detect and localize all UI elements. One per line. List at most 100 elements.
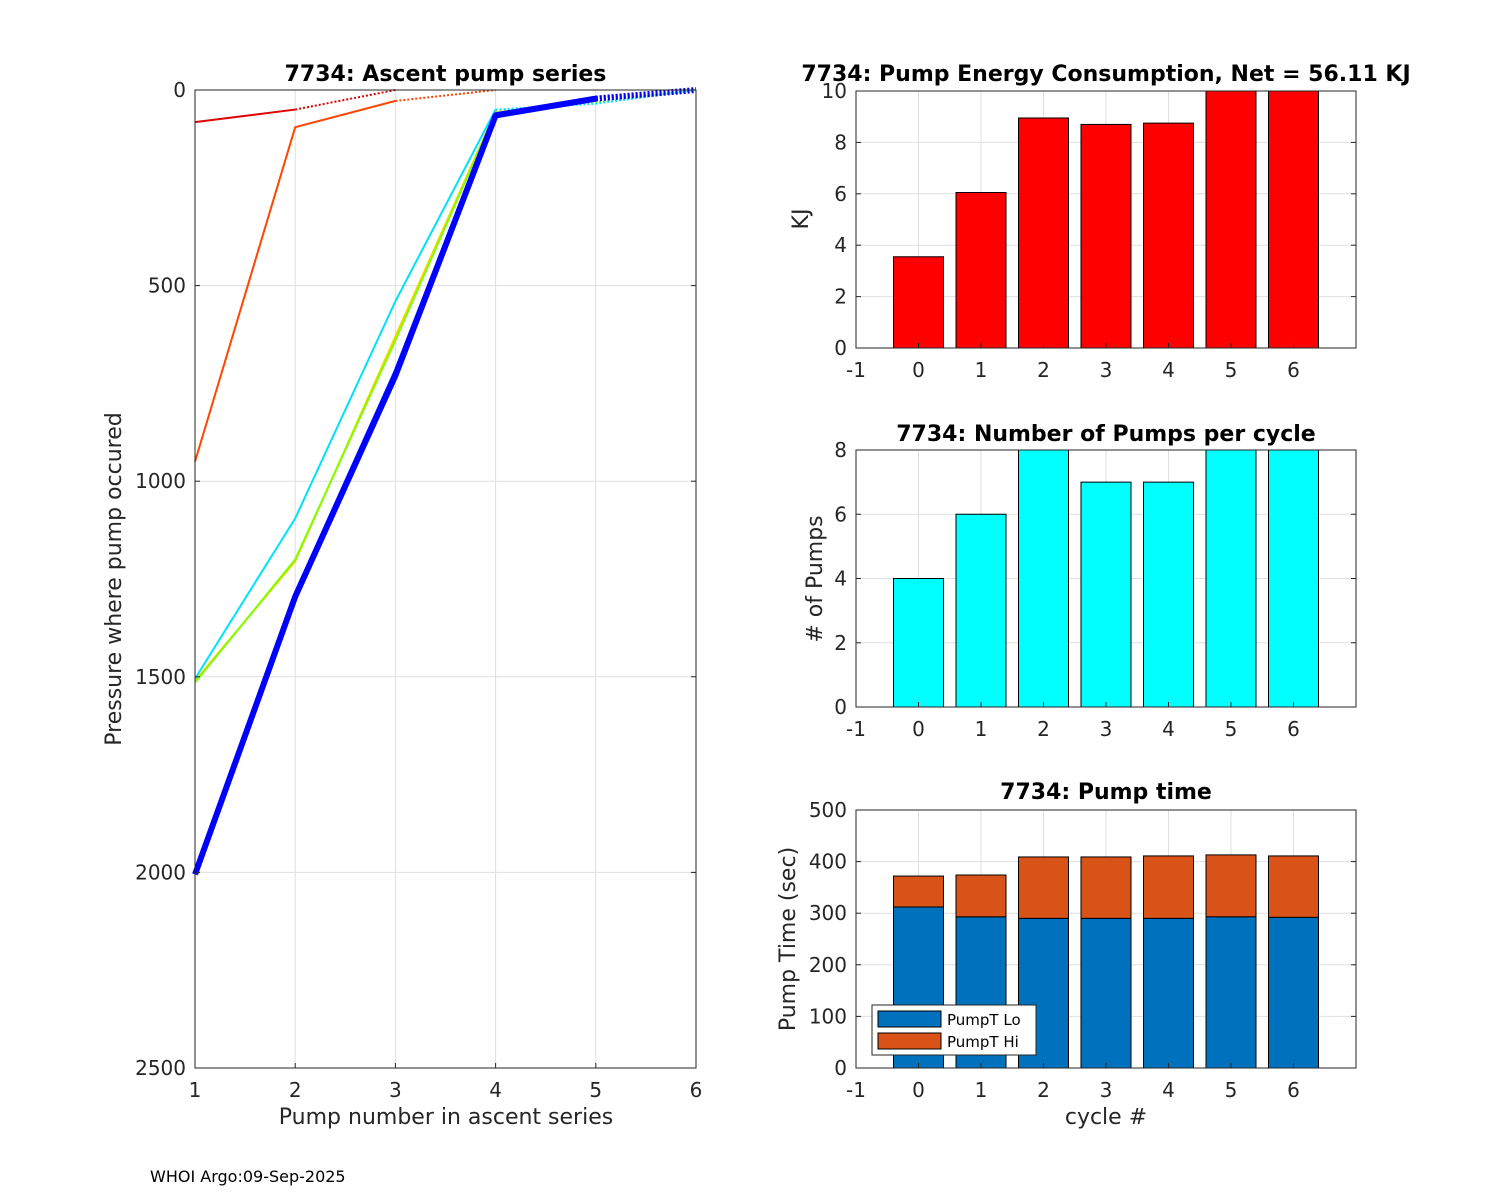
ascent-pump-axes: 1 2 3 4 5 6 0 500 1000 1500 2000 2500 7734: Ascent …	[102, 62, 702, 1130]
energy-xtick-label: 3	[1100, 358, 1113, 382]
npumps-bar	[1080, 481, 1132, 708]
energy-ytick-label: 4	[834, 233, 847, 257]
energy-ylabel: KJ	[789, 209, 814, 230]
pumptime-bar-segment	[1205, 916, 1257, 1069]
energy-xtick-label: -1	[846, 358, 866, 382]
legend-label-hi: PumpT Hi	[947, 1033, 1019, 1051]
ascent-series-line	[194, 112, 497, 684]
energy-title: 7734: Pump Energy Consumption, Net = 56.…	[801, 62, 1410, 87]
ascent-ytick-label: 2000	[135, 860, 186, 884]
pumptime-bar-segment	[1080, 917, 1132, 1069]
npumps-xtick-label: 1	[975, 717, 988, 741]
pumptime-bar-segment	[1143, 855, 1194, 919]
npumps-ytick-label: 6	[834, 502, 847, 526]
energy-ytick-label: 2	[834, 285, 847, 309]
energy-bar	[1080, 123, 1132, 349]
energy-xtick-label: 5	[1225, 358, 1238, 382]
pumptime-xtick-label: 1	[975, 1078, 988, 1102]
energy-bar	[1143, 122, 1194, 349]
energy-xtick-label: 6	[1287, 358, 1300, 382]
pumptime-title: 7734: Pump time	[1000, 780, 1212, 805]
ascent-ytick-label: 1000	[135, 469, 186, 493]
pumptime-bar-segment	[1268, 855, 1319, 918]
pumptime-ytick-label: 300	[809, 901, 847, 925]
energy-ytick-label: 8	[834, 130, 847, 154]
pumptime-xtick-label: 6	[1287, 1078, 1300, 1102]
energy-xtick-label: 4	[1162, 358, 1175, 382]
pumptime-legend: PumpT Lo PumpT Hi	[871, 1004, 1037, 1056]
pumptime-xtick-label: 3	[1100, 1078, 1113, 1102]
ascent-ytick-label: 2500	[135, 1056, 186, 1080]
energy-ytick-label: 10	[822, 79, 847, 103]
pumptime-xtick-label: -1	[846, 1078, 866, 1102]
pumptime-xtick-label: 0	[912, 1078, 925, 1102]
legend-swatch-hi	[877, 1032, 942, 1050]
ascent-series-dotted	[595, 87, 697, 102]
pumptime-bar-segment	[893, 875, 944, 908]
pumptime-bar-segment	[1143, 917, 1194, 1069]
pumptime-xtick-label: 4	[1162, 1078, 1175, 1102]
ascent-xtick-label: 4	[489, 1078, 502, 1102]
npumps-bar	[1268, 449, 1319, 708]
pumptime-bar-segment	[955, 874, 1007, 918]
npumps-bar	[1205, 449, 1257, 708]
energy-bar	[955, 192, 1007, 349]
energy-ytick-label: 0	[834, 336, 847, 360]
npumps-xtick-label: 4	[1162, 717, 1175, 741]
pumptime-ytick-label: 100	[809, 1004, 847, 1028]
energy-bar	[1205, 90, 1257, 349]
ascent-series-line	[192, 95, 597, 876]
ascent-ytick-label: 500	[148, 274, 186, 298]
npumps-ytick-label: 4	[834, 567, 847, 591]
ascent-xtick-label: 5	[589, 1078, 602, 1102]
pumptime-bar-segment	[1018, 856, 1069, 919]
npumps-bar	[955, 513, 1007, 708]
npumps-xtick-label: 0	[912, 717, 925, 741]
npumps-ytick-label: 2	[834, 631, 847, 655]
energy-bar	[893, 256, 944, 349]
pumptime-bar-segment	[1080, 856, 1132, 919]
ascent-ylabel: Pressure where pump occured	[102, 412, 127, 745]
pumptime-xlabel: cycle #	[1065, 1105, 1147, 1130]
npumps-ylabel: # of Pumps	[803, 515, 828, 642]
energy-bar	[1018, 117, 1069, 349]
energy-xtick-label: 1	[975, 358, 988, 382]
pumptime-bar-segment	[1268, 916, 1319, 1069]
pumptime-ytick-label: 200	[809, 953, 847, 977]
legend-swatch-lo	[877, 1010, 942, 1028]
npumps-bar	[1018, 449, 1069, 708]
ascent-xtick-label: 2	[289, 1078, 302, 1102]
energy-xtick-label: 2	[1037, 358, 1050, 382]
ascent-title: 7734: Ascent pump series	[285, 62, 607, 87]
ascent-ytick-label: 0	[173, 78, 186, 102]
pumptime-bar-segment	[1205, 854, 1257, 918]
npumps-ytick-label: 8	[834, 438, 847, 462]
pumptime-xtick-label: 5	[1225, 1078, 1238, 1102]
ascent-series-dotted	[395, 89, 496, 102]
pumptime-ytick-label: 500	[809, 798, 847, 822]
energy-bar	[1268, 90, 1319, 349]
ascent-series-line	[194, 109, 497, 680]
ascent-xtick-label: 3	[389, 1078, 402, 1102]
footer-stamp: WHOI Argo:09-Sep-2025	[150, 1167, 346, 1186]
ascent-xtick-label: 6	[690, 1078, 703, 1102]
legend-label-lo: PumpT Lo	[947, 1011, 1021, 1029]
ascent-ytick-label: 1500	[135, 665, 186, 689]
energy-ytick-label: 6	[834, 182, 847, 206]
energy-xtick-label: 0	[912, 358, 925, 382]
npumps-xtick-label: 6	[1287, 717, 1300, 741]
npumps-bar	[1143, 481, 1194, 708]
pumptime-ytick-label: 0	[834, 1056, 847, 1080]
pumptime-ytick-label: 400	[809, 850, 847, 874]
npumps-ytick-label: 0	[834, 695, 847, 719]
ascent-axes-box	[194, 89, 697, 1069]
npumps-bar	[893, 578, 944, 708]
ascent-xtick-label: 1	[189, 1078, 202, 1102]
npumps-title: 7734: Number of Pumps per cycle	[896, 422, 1315, 447]
ascent-series-line	[194, 108, 296, 124]
npumps-xtick-label: 3	[1100, 717, 1113, 741]
